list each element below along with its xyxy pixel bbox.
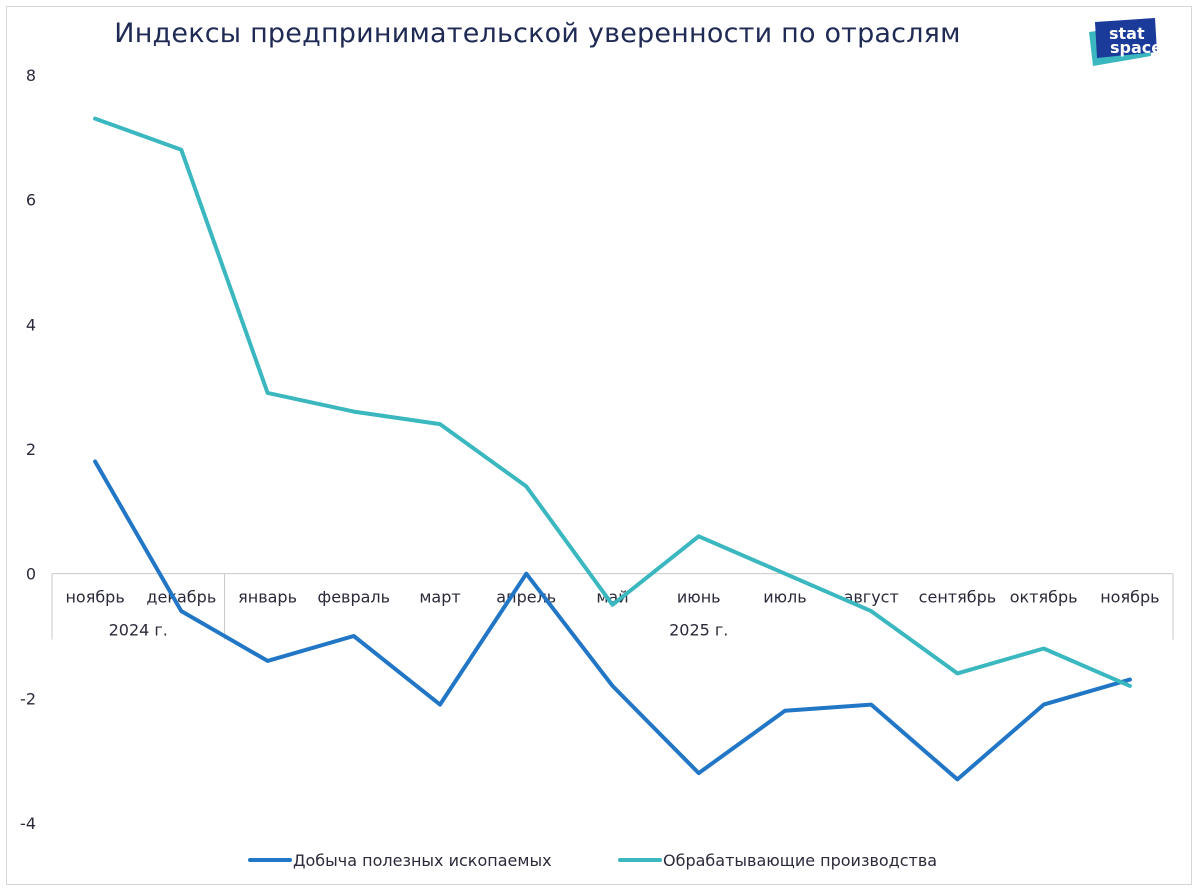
- y-tick-label: -2: [20, 689, 36, 708]
- series-line-2: [93, 116, 1132, 688]
- x-tick-label: декабрь: [146, 588, 216, 607]
- statspace-logo: stat space: [1085, 18, 1177, 70]
- x-tick-label: август: [844, 588, 899, 607]
- x-group-label: 2024 г.: [109, 621, 168, 640]
- x-tick-label: январь: [238, 588, 297, 607]
- x-tick-label: ноябрь: [1100, 588, 1159, 607]
- chart-frame: [6, 6, 1192, 885]
- x-group-label: 2025 г.: [669, 621, 728, 640]
- x-tick-label: сентябрь: [919, 588, 997, 607]
- logo-text-space: space: [1110, 38, 1163, 57]
- logo-front-shape: [1095, 18, 1157, 58]
- series-lines: [93, 116, 1132, 782]
- x-tick-label: февраль: [318, 588, 391, 607]
- y-tick-label: 4: [26, 315, 36, 334]
- series-line-1: [93, 459, 1132, 782]
- x-tick-label: июнь: [677, 588, 721, 607]
- logo-shape: [1089, 18, 1157, 66]
- y-tick-label: 6: [26, 191, 36, 210]
- y-tick-label: 2: [26, 440, 36, 459]
- legend-label: Обрабатывающие производства: [663, 851, 937, 870]
- chart-title: Индексы предпринимательской уверенности …: [114, 18, 961, 49]
- y-axis: -4 -2 0 2 4 6 8: [20, 66, 36, 833]
- x-tick-label: октябрь: [1010, 588, 1078, 607]
- x-tick-label: март: [419, 588, 460, 607]
- y-tick-label: 8: [26, 66, 36, 85]
- legend: Добыча полезных ископаемых Обрабатывающие…: [248, 851, 937, 870]
- logo-text-stat: stat: [1109, 24, 1145, 43]
- x-tick-label: ноябрь: [65, 588, 124, 607]
- y-tick-label: 0: [26, 565, 36, 584]
- legend-label: Добыча полезных ископаемых: [293, 851, 552, 870]
- x-tick-label: июль: [763, 588, 807, 607]
- y-tick-label: -4: [20, 814, 36, 833]
